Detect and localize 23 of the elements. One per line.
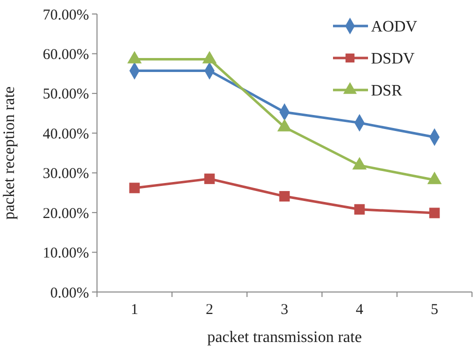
y-tick-label: 50.00%: [42, 86, 89, 103]
y-axis-title: packet reception rate: [1, 86, 18, 220]
y-tick-label: 20.00%: [42, 206, 89, 222]
point: [279, 191, 290, 202]
legend-label: DSR: [371, 82, 402, 100]
x-tick-label: 1: [130, 302, 138, 318]
point: [129, 182, 140, 194]
point: [429, 208, 440, 218]
y-tick-label: 70.00%: [42, 7, 89, 24]
x-axis-title: packet transmission rate: [207, 329, 362, 346]
y-tick-label: 0.00%: [50, 285, 89, 302]
point: [204, 174, 215, 184]
x-tick-label: 3: [280, 302, 288, 318]
legend-label: DSDV: [371, 50, 416, 68]
x-tick-label: 5: [430, 302, 438, 318]
point: [354, 204, 365, 215]
x-tick-label: 2: [206, 302, 214, 318]
y-tick-label: 40.00%: [42, 126, 89, 142]
y-tick-label: 60.00%: [42, 46, 89, 63]
legend-label: AODV: [371, 18, 418, 36]
x-tick-label: 4: [356, 302, 364, 318]
y-tick-label: 10.00%: [42, 246, 89, 262]
y-tick-label: 30.00%: [42, 166, 89, 182]
